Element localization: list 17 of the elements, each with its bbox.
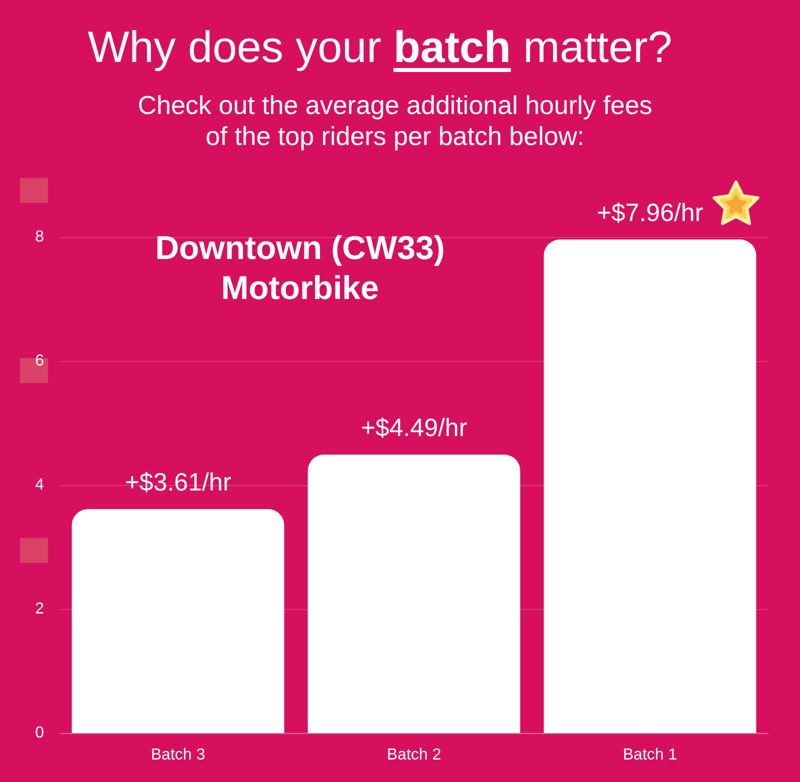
data-label: +$7.96/hr [596,198,704,227]
data-label: +$4.49/hr [360,414,468,442]
y-tick-label: 0 [35,724,44,742]
bar [72,509,284,733]
y-tick-label: 4 [35,476,44,494]
annotation: Downtown (CW33) Motorbike [154,228,446,308]
x-tick-label: Batch 2 [386,746,442,764]
y-tick-label: 6 [35,352,44,370]
bar [308,454,520,733]
bar [544,239,756,733]
chart-title: Why does your batch matter? [86,22,674,74]
y-tick-label: 8 [35,228,44,246]
x-tick-label: Batch 1 [622,746,678,764]
x-tick-label: Batch 3 [150,746,206,764]
y-tick-label: 2 [35,600,44,618]
chart-subtitle: Check out the average additional hourly fees of the top riders per batch below: [136,90,654,152]
data-label: +$3.61/hr [124,468,232,497]
